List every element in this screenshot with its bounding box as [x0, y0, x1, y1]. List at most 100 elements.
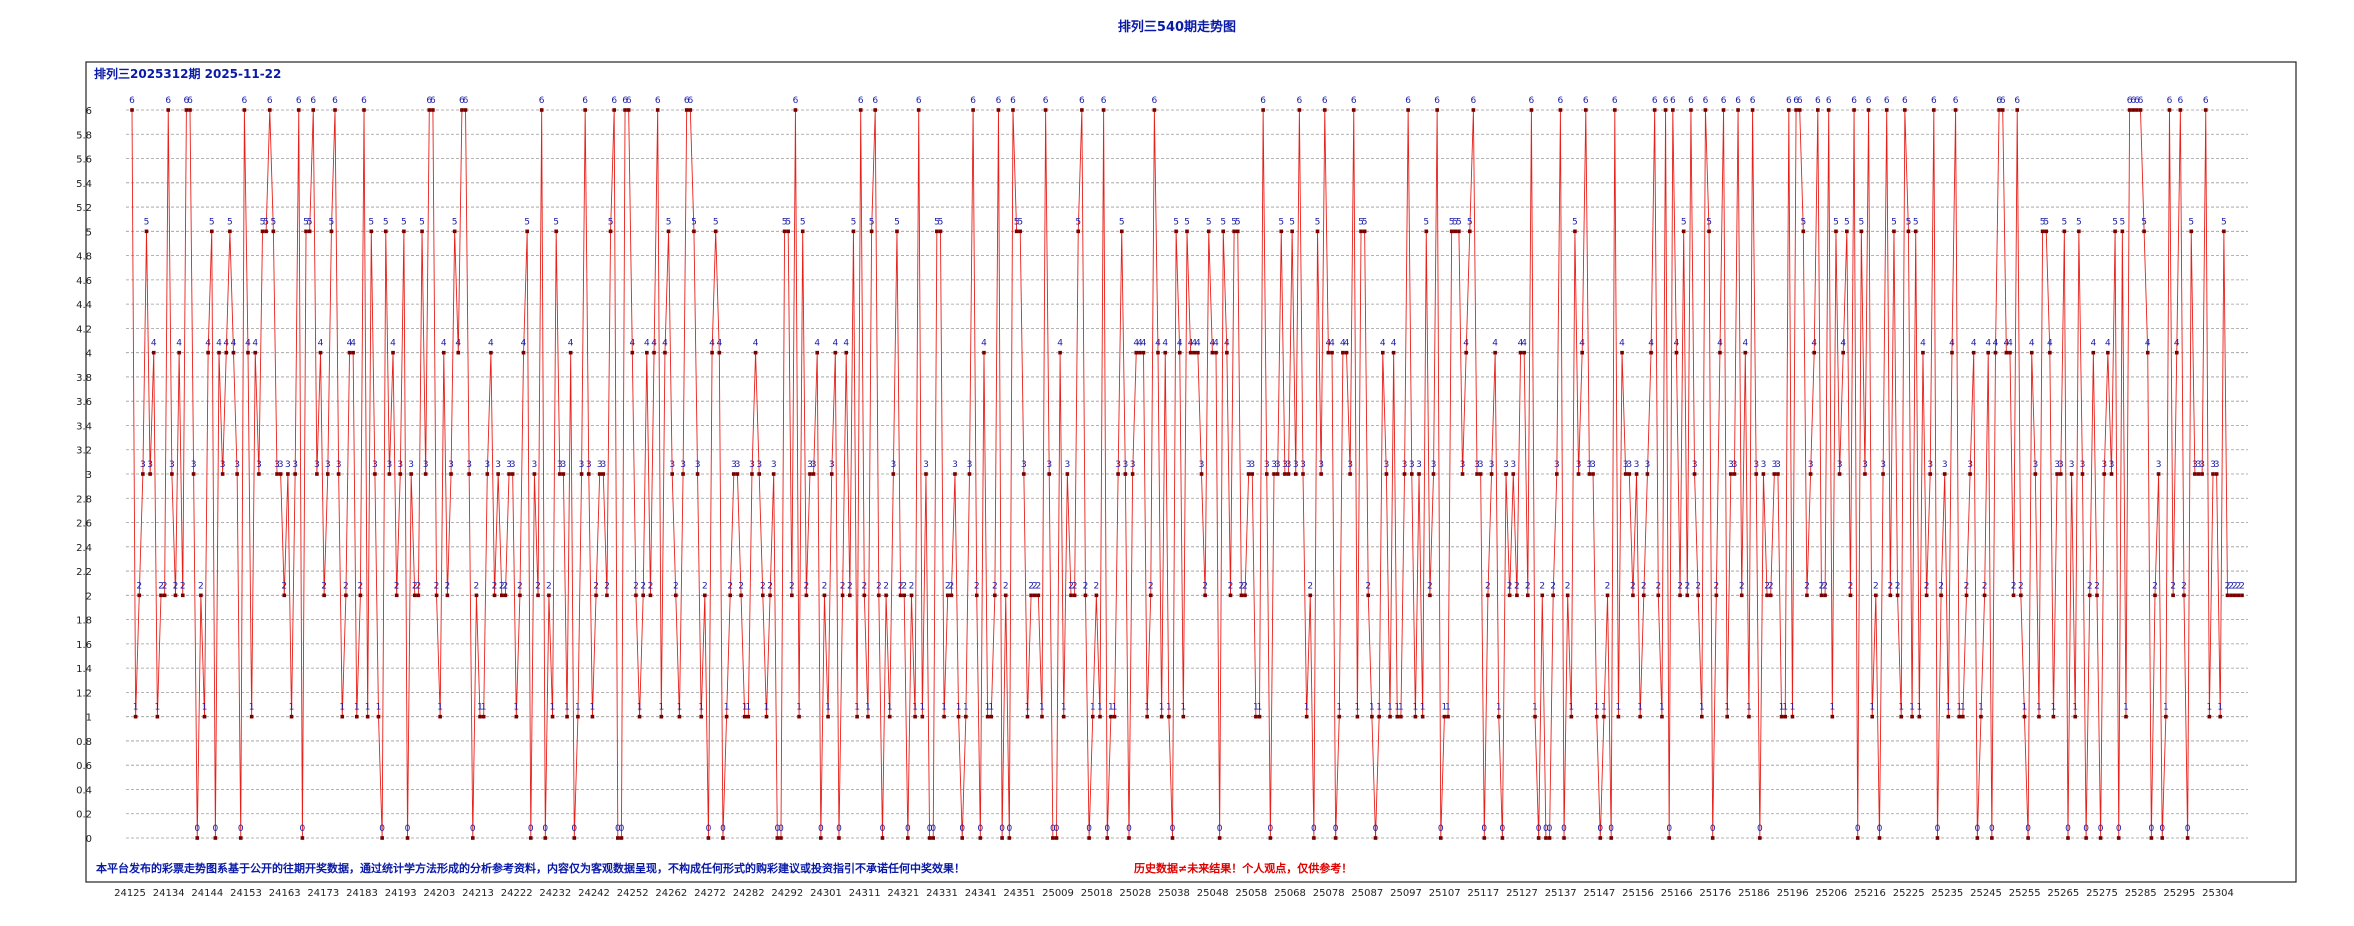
data-point — [1903, 108, 1907, 112]
data-point — [1975, 836, 1980, 840]
data-point — [249, 714, 254, 719]
data-label: 0 — [1311, 824, 1317, 834]
data-point — [144, 229, 149, 234]
data-point — [510, 472, 515, 476]
data-point — [1859, 229, 1864, 234]
data-label: 2 — [1148, 581, 1154, 591]
data-point — [626, 108, 631, 112]
data-point — [1018, 229, 1023, 234]
data-point — [1547, 836, 1552, 840]
data-point — [1739, 593, 1744, 598]
data-label: 0 — [1710, 824, 1716, 834]
data-point — [1899, 714, 1904, 719]
data-point — [1990, 836, 1994, 840]
data-point — [550, 714, 555, 719]
data-label: 0 — [1438, 824, 1444, 834]
data-point — [1489, 472, 1494, 476]
data-point — [282, 593, 287, 598]
data-label: 3 — [147, 460, 153, 470]
data-label: 0 — [571, 824, 577, 834]
data-label: 3 — [220, 460, 226, 470]
data-point — [235, 472, 239, 476]
data-point — [1652, 108, 1657, 112]
data-label: 3 — [1623, 460, 1629, 470]
data-label: 1 — [477, 703, 483, 713]
data-point — [1845, 229, 1849, 234]
x-tick-label: 24183 — [346, 888, 378, 899]
data-point — [1246, 472, 1251, 476]
data-point — [1025, 714, 1030, 719]
data-label: 3 — [1275, 460, 1281, 470]
data-point — [771, 472, 776, 476]
data-label: 0 — [1666, 824, 1672, 834]
data-label: 3 — [2156, 460, 2162, 470]
data-point — [1982, 593, 1987, 598]
data-point — [159, 593, 163, 598]
data-point — [1627, 472, 1632, 476]
data-label: 2 — [1964, 581, 1970, 591]
data-label: 3 — [2210, 460, 2216, 470]
data-label: 3 — [387, 460, 393, 470]
data-point — [1225, 350, 1229, 355]
data-label: 1 — [2207, 703, 2213, 713]
data-point — [1928, 472, 1933, 476]
data-point — [130, 108, 134, 112]
data-label: 2 — [2232, 581, 2238, 591]
data-label: 4 — [2090, 339, 2096, 349]
data-point — [1145, 714, 1149, 719]
data-label: 2 — [321, 581, 327, 591]
data-point — [1950, 350, 1954, 355]
data-label: 2 — [281, 581, 287, 591]
data-label: 2 — [1072, 581, 1078, 591]
data-point — [1000, 836, 1004, 840]
data-label: 3 — [1431, 460, 1437, 470]
data-label: 5 — [1858, 217, 1864, 227]
data-point — [1402, 472, 1407, 476]
data-label: 3 — [191, 460, 197, 470]
data-label: 3 — [1771, 460, 1777, 470]
data-point — [402, 229, 406, 234]
data-label: 5 — [263, 217, 269, 227]
data-label: 4 — [843, 339, 849, 349]
x-tick-label: 25068 — [1274, 888, 1306, 899]
data-point — [1663, 108, 1668, 112]
data-label: 2 — [1083, 581, 1089, 591]
data-label: 2 — [2094, 581, 2100, 591]
data-label: 4 — [1648, 339, 1654, 349]
data-point — [2160, 836, 2165, 840]
data-label: 4 — [350, 339, 356, 349]
data-point — [1511, 472, 1516, 476]
data-label: 4 — [1188, 339, 1194, 349]
data-point — [1011, 108, 1015, 112]
data-point — [1660, 714, 1664, 719]
data-label: 6 — [622, 96, 628, 106]
data-label: 4 — [814, 339, 820, 349]
data-point — [2058, 472, 2063, 476]
data-label: 1 — [289, 703, 295, 713]
x-tick-label: 24311 — [849, 888, 881, 899]
data-point — [162, 593, 167, 598]
data-point — [579, 472, 584, 476]
x-tick-label: 24242 — [578, 888, 610, 899]
data-point — [1090, 714, 1095, 719]
data-point — [362, 108, 366, 112]
data-point — [1932, 108, 1936, 112]
notice-text: 本平台发布的彩票走势图系基于公开的往期开奖数据，通过统计学方法形成的分析参考资料… — [96, 861, 965, 875]
data-point — [2019, 593, 2023, 598]
y-tick-label: 2.2 — [76, 567, 92, 578]
data-point — [286, 472, 290, 476]
data-label: 0 — [1373, 824, 1379, 834]
data-label: 5 — [1014, 217, 1020, 227]
data-label: 2 — [1228, 581, 1234, 591]
x-tick-label: 24341 — [965, 888, 997, 899]
data-label: 1 — [1090, 703, 1096, 713]
data-label: 3 — [1775, 460, 1781, 470]
data-point — [1761, 472, 1766, 476]
data-label: 2 — [2181, 581, 2187, 591]
y-tick-label: 2.4 — [76, 543, 92, 554]
warning-text: 历史数据≠未来结果！个人观点，仅供参考！ — [1134, 861, 1352, 875]
data-point — [1235, 229, 1240, 234]
data-point — [1460, 472, 1465, 476]
data-label: 0 — [1170, 824, 1176, 834]
data-point — [851, 229, 856, 234]
